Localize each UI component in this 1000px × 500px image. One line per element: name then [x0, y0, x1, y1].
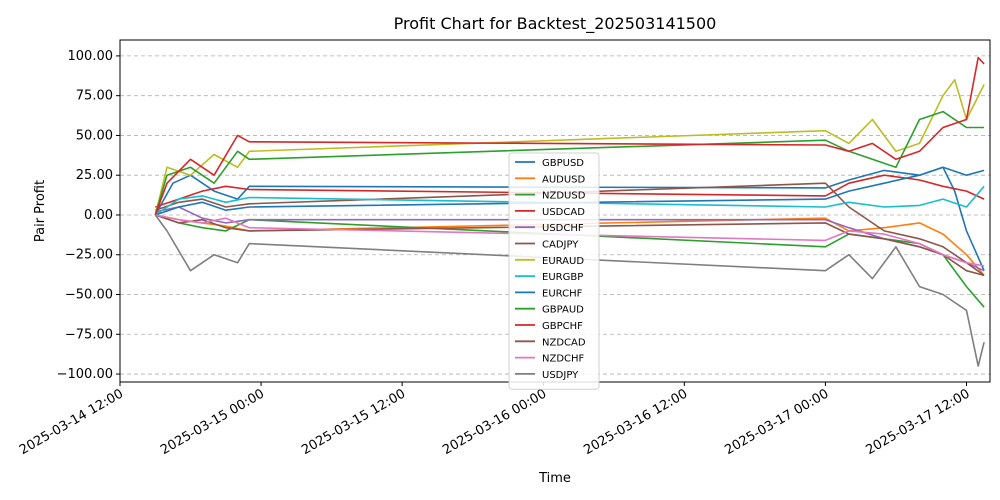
chart-title: Profit Chart for Backtest_202503141500 — [394, 14, 717, 34]
legend-label: EURAUD — [542, 256, 584, 267]
x-tick-label: 2025-03-16 00:00 — [440, 386, 549, 458]
series-line-nzdusd — [155, 214, 985, 308]
legend-label: EURGBP — [542, 272, 583, 283]
legend-label: EURCHF — [542, 288, 583, 299]
legend-label: USDCAD — [542, 207, 585, 218]
series-line-euraud — [154, 79, 985, 216]
x-tick-label: 2025-03-17 12:00 — [864, 386, 973, 458]
series-line-usdcad — [155, 174, 985, 208]
x-tick-label: 2025-03-16 12:00 — [581, 386, 690, 458]
legend-label: CADJPY — [542, 240, 579, 251]
series-line-gbpusd — [154, 166, 985, 272]
legend-box — [508, 152, 600, 390]
series-layer — [154, 56, 985, 367]
series-line-gbpchf — [154, 56, 985, 216]
y-tick-label: −100.00 — [57, 367, 113, 382]
y-tick-label: −25.00 — [65, 248, 113, 263]
legend: GBPUSD AUDUSD NZDUSD USDCAD USDCHF CADJPY EURA… — [508, 152, 600, 390]
x-tick-label: 2025-03-14 12:00 — [17, 386, 126, 458]
series-line-nzdchf — [155, 214, 985, 267]
x-axis: 2025-03-14 12:00 2025-03-15 00:00 2025-03-… — [17, 382, 972, 458]
legend-label: AUDUSD — [542, 174, 586, 185]
y-tick-label: −75.00 — [65, 327, 113, 342]
y-tick-label: −50.00 — [65, 288, 113, 303]
legend-label: USDJPY — [542, 370, 579, 381]
x-tick-label: 2025-03-17 00:00 — [722, 386, 831, 458]
y-tick-label: 100.00 — [68, 49, 114, 64]
y-axis: 100.00 75.00 50.00 25.00 0.00 −25.00 −50.00 −75… — [57, 49, 120, 382]
y-tick-label: 25.00 — [76, 168, 113, 183]
series-line-eurchf — [155, 166, 985, 216]
legend-label: NZDCAD — [542, 337, 586, 348]
series-line-eurgbp — [154, 185, 985, 216]
legend-label: NZDCHF — [542, 354, 585, 365]
x-tick-label: 2025-03-15 00:00 — [158, 386, 267, 458]
y-tick-label: 50.00 — [76, 128, 113, 143]
x-axis-title: Time — [538, 471, 571, 486]
legend-label: NZDUSD — [542, 191, 586, 202]
y-tick-label: 75.00 — [76, 89, 113, 104]
legend-label: GBPCHF — [542, 321, 583, 332]
legend-label: GBPAUD — [542, 305, 584, 316]
series-line-gbpaud — [154, 110, 985, 216]
x-tick-label: 2025-03-15 12:00 — [299, 386, 408, 458]
series-line-usdjpy — [154, 214, 985, 367]
legend-label: GBPUSD — [542, 158, 584, 169]
y-tick-label: 0.00 — [84, 208, 113, 223]
legend-label: USDCHF — [542, 223, 584, 234]
y-axis-title: Pair Profit — [33, 180, 48, 242]
series-line-nzdcad — [155, 214, 985, 277]
